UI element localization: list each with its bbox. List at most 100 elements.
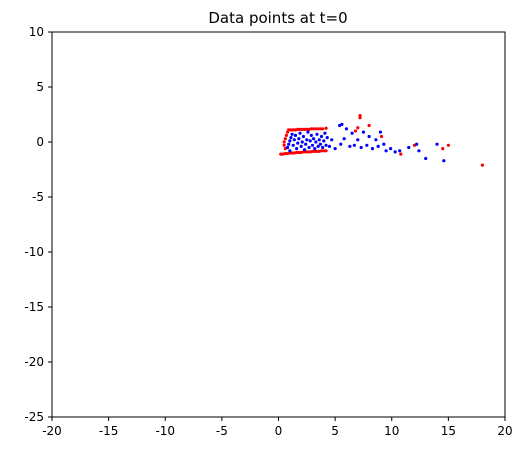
y-tick-label: 0	[36, 135, 44, 149]
data-point-blue	[306, 130, 310, 134]
points-layer	[279, 114, 484, 167]
data-point-blue	[301, 134, 306, 139]
data-point-blue	[389, 147, 393, 151]
data-point-red	[305, 127, 309, 131]
x-tick-label: 20	[497, 424, 512, 438]
data-point-blue	[378, 130, 383, 134]
x-tick-label: -20	[42, 424, 62, 438]
data-point-blue	[340, 122, 344, 126]
data-point-blue	[384, 149, 388, 153]
data-point-blue	[359, 145, 363, 150]
data-point-blue	[417, 149, 421, 153]
data-point-red	[300, 127, 304, 131]
x-tick-label: -10	[155, 424, 175, 438]
data-point-red	[279, 152, 283, 156]
data-point-blue	[352, 143, 356, 147]
data-point-blue	[442, 159, 446, 163]
data-point-blue	[348, 144, 352, 148]
data-point-red	[322, 149, 326, 153]
data-point-blue	[312, 137, 316, 141]
data-point-blue	[288, 139, 292, 143]
data-point-red	[288, 151, 292, 155]
x-tick-label: -5	[216, 424, 228, 438]
data-point-red	[319, 149, 324, 153]
data-point-blue	[295, 147, 299, 151]
data-point-red	[309, 127, 313, 131]
chart-title: Data points at t=0	[208, 9, 347, 27]
data-point-blue	[300, 140, 304, 144]
data-point-blue	[370, 147, 375, 151]
y-tick-label: -25	[24, 410, 44, 424]
data-point-blue	[393, 150, 397, 154]
data-point-red	[314, 127, 318, 131]
data-point-red	[353, 129, 358, 133]
data-point-blue	[290, 132, 294, 136]
data-point-blue	[435, 142, 439, 146]
data-point-blue	[309, 133, 313, 137]
data-point-red	[283, 151, 287, 156]
y-tick-label: 5	[36, 80, 44, 94]
y-tick-label: 10	[29, 25, 44, 39]
y-tick-label: -5	[32, 190, 44, 204]
data-point-red	[316, 127, 320, 131]
data-point-blue	[344, 127, 349, 131]
data-point-blue	[407, 145, 411, 150]
data-point-blue	[307, 145, 311, 150]
y-tick-label: -15	[24, 300, 44, 314]
data-point-blue	[287, 142, 291, 146]
data-point-blue	[327, 144, 332, 148]
x-tick-label: 0	[275, 424, 283, 438]
data-point-blue	[317, 138, 321, 142]
data-point-blue	[382, 142, 386, 146]
data-point-blue	[342, 137, 346, 141]
data-point-red	[289, 128, 293, 132]
data-point-blue	[285, 145, 290, 150]
data-point-red	[356, 126, 360, 130]
data-point-blue	[310, 143, 315, 147]
data-point-red	[324, 149, 328, 153]
data-point-blue	[321, 145, 325, 150]
x-tick-label: -15	[99, 424, 119, 438]
data-point-blue	[289, 136, 293, 140]
data-point-red	[291, 128, 295, 132]
data-point-red	[480, 163, 484, 167]
data-point-blue	[415, 142, 419, 146]
y-axis: -25 -20 -15 -10 -5 0 5 10	[24, 25, 52, 424]
data-point-red	[282, 140, 286, 144]
data-point-blue	[330, 138, 334, 142]
data-point-blue	[319, 134, 324, 139]
data-point-red	[358, 116, 362, 120]
data-point-red	[298, 127, 302, 131]
data-point-red	[312, 127, 316, 131]
data-point-red	[441, 147, 445, 151]
data-point-red	[284, 133, 289, 137]
data-point-blue	[315, 132, 319, 136]
data-point-blue	[305, 138, 309, 142]
data-point-red	[310, 149, 315, 153]
data-point-blue	[308, 139, 312, 143]
data-point-red	[306, 150, 310, 154]
data-point-blue	[356, 138, 360, 142]
data-point-red	[283, 137, 287, 141]
data-point-red	[315, 149, 319, 153]
data-point-blue	[288, 149, 292, 153]
data-point-red	[446, 143, 450, 147]
y-tick-label: -20	[24, 355, 44, 369]
data-point-blue	[314, 140, 318, 144]
data-point-blue	[367, 134, 371, 139]
data-point-blue	[398, 149, 402, 153]
data-point-blue	[293, 133, 298, 137]
data-point-blue	[325, 136, 329, 140]
data-point-red	[313, 149, 317, 153]
data-point-blue	[376, 144, 380, 148]
data-point-red	[296, 127, 300, 131]
data-point-blue	[291, 143, 295, 147]
x-tick-label: 10	[384, 424, 399, 438]
data-point-blue	[361, 130, 366, 134]
data-point-blue	[324, 143, 328, 147]
data-point-blue	[296, 141, 300, 145]
x-tick-label: 5	[331, 424, 339, 438]
data-point-blue	[316, 144, 320, 148]
data-point-blue	[365, 143, 369, 147]
